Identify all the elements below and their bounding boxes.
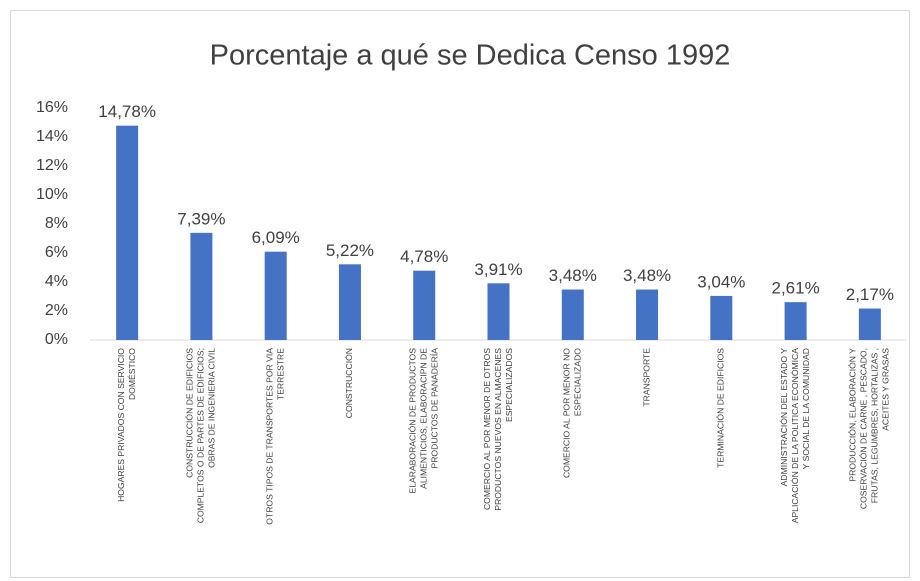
x-tick-label: TRANSPORTE: [641, 348, 651, 407]
y-tick-label: 14%: [36, 128, 68, 145]
x-tick-label: PRODUCCIÓN, ELABORACIÓN Y: [848, 348, 858, 482]
x-tick-label: COMERCIO AL POR MENOR NO: [562, 348, 572, 478]
x-tick-label: DOMÉSTICO: [127, 348, 137, 400]
data-label: 4,78%: [400, 247, 448, 266]
data-label: 3,48%: [549, 266, 597, 285]
y-tick-label: 0%: [45, 331, 68, 348]
x-tick-label: APLICACIÓN DE LA POLITICA ECONÓMICA: [790, 348, 800, 524]
chart-border: [10, 10, 910, 578]
y-tick-label: 6%: [45, 244, 68, 261]
x-tick-label: COMERCIO AL POR MENOR DE OTROS: [482, 348, 492, 510]
data-label: 2,17%: [846, 285, 894, 304]
bar: [413, 270, 436, 340]
bar: [338, 264, 361, 340]
x-tick-label: ALIMENTICIOS, ELABORACIPN DE: [418, 348, 428, 489]
y-tick-label: 4%: [45, 273, 68, 290]
y-tick-label: 10%: [36, 186, 68, 203]
data-label: 3,48%: [623, 266, 671, 285]
bar: [264, 251, 287, 340]
x-tick-label: ESPECIALIZADO: [573, 348, 583, 417]
x-tick-label: OTROS TIPOS DE TRANSPORTES POR VIA: [264, 348, 274, 525]
bar: [784, 302, 807, 340]
x-tick-label: PRODUCTOS NUEVOS EN ALMACENES: [493, 348, 503, 511]
x-tick-label: CONSTRUCCIÓN DE EDIFICIOS: [185, 348, 195, 478]
bar: [710, 295, 733, 340]
bar: [858, 308, 881, 340]
bar: [190, 232, 213, 340]
y-tick-label: 16%: [36, 99, 68, 116]
data-label: 7,39%: [177, 209, 225, 228]
x-tick-label: TERMINACIÓN DE EDIFICIOS: [716, 348, 726, 468]
bar: [487, 283, 510, 340]
bar: [561, 289, 584, 340]
x-tick-label: CONSTRUCCIÓN: [344, 348, 354, 418]
y-tick-label: 2%: [45, 302, 68, 319]
data-label: 3,91%: [474, 260, 522, 279]
data-label: 14,78%: [98, 102, 156, 121]
x-tick-label: Y SOCIAL DE LA COMUNIDAD: [801, 348, 811, 469]
bar: [116, 125, 139, 340]
y-tick-label: 8%: [45, 215, 68, 232]
x-tick-label: OBRAS DE INGENIERIA CIVIL: [207, 348, 217, 468]
data-label: 2,61%: [771, 279, 819, 298]
x-tick-label: ACEITES Y GRASAS: [881, 348, 891, 431]
data-label: 3,04%: [697, 272, 745, 291]
x-tick-label: ESPECIALIZADOS: [504, 348, 514, 422]
x-tick-label: PRODUCTOS DE PANADERÍA: [429, 348, 439, 469]
data-label: 5,22%: [326, 241, 374, 260]
x-tick-label: ADMINISTRACIÓN DEL ESTADO Y: [779, 348, 789, 487]
x-tick-label: FRUTAS, LEGUMBRES, HORTALIZAS ,: [870, 348, 880, 503]
x-tick-label: HOGARES PRIVADOS CON SERVICIO: [116, 348, 126, 502]
x-tick-label: COSERVACIÓN DE CARNE , PESCADO,: [859, 348, 869, 509]
y-tick-label: 12%: [36, 157, 68, 174]
x-tick-label: TERRESTRE: [275, 348, 285, 400]
data-label: 6,09%: [252, 228, 300, 247]
x-tick-label: COMPLETOS O DE PARTES DE EDIFICIOS;: [196, 348, 206, 523]
bar: [636, 289, 659, 340]
x-tick-label: ELARABORACIÓN DE PRODUCTOS: [407, 348, 417, 494]
chart-title: Porcentaje a qué se Dedica Censo 1992: [210, 40, 731, 72]
